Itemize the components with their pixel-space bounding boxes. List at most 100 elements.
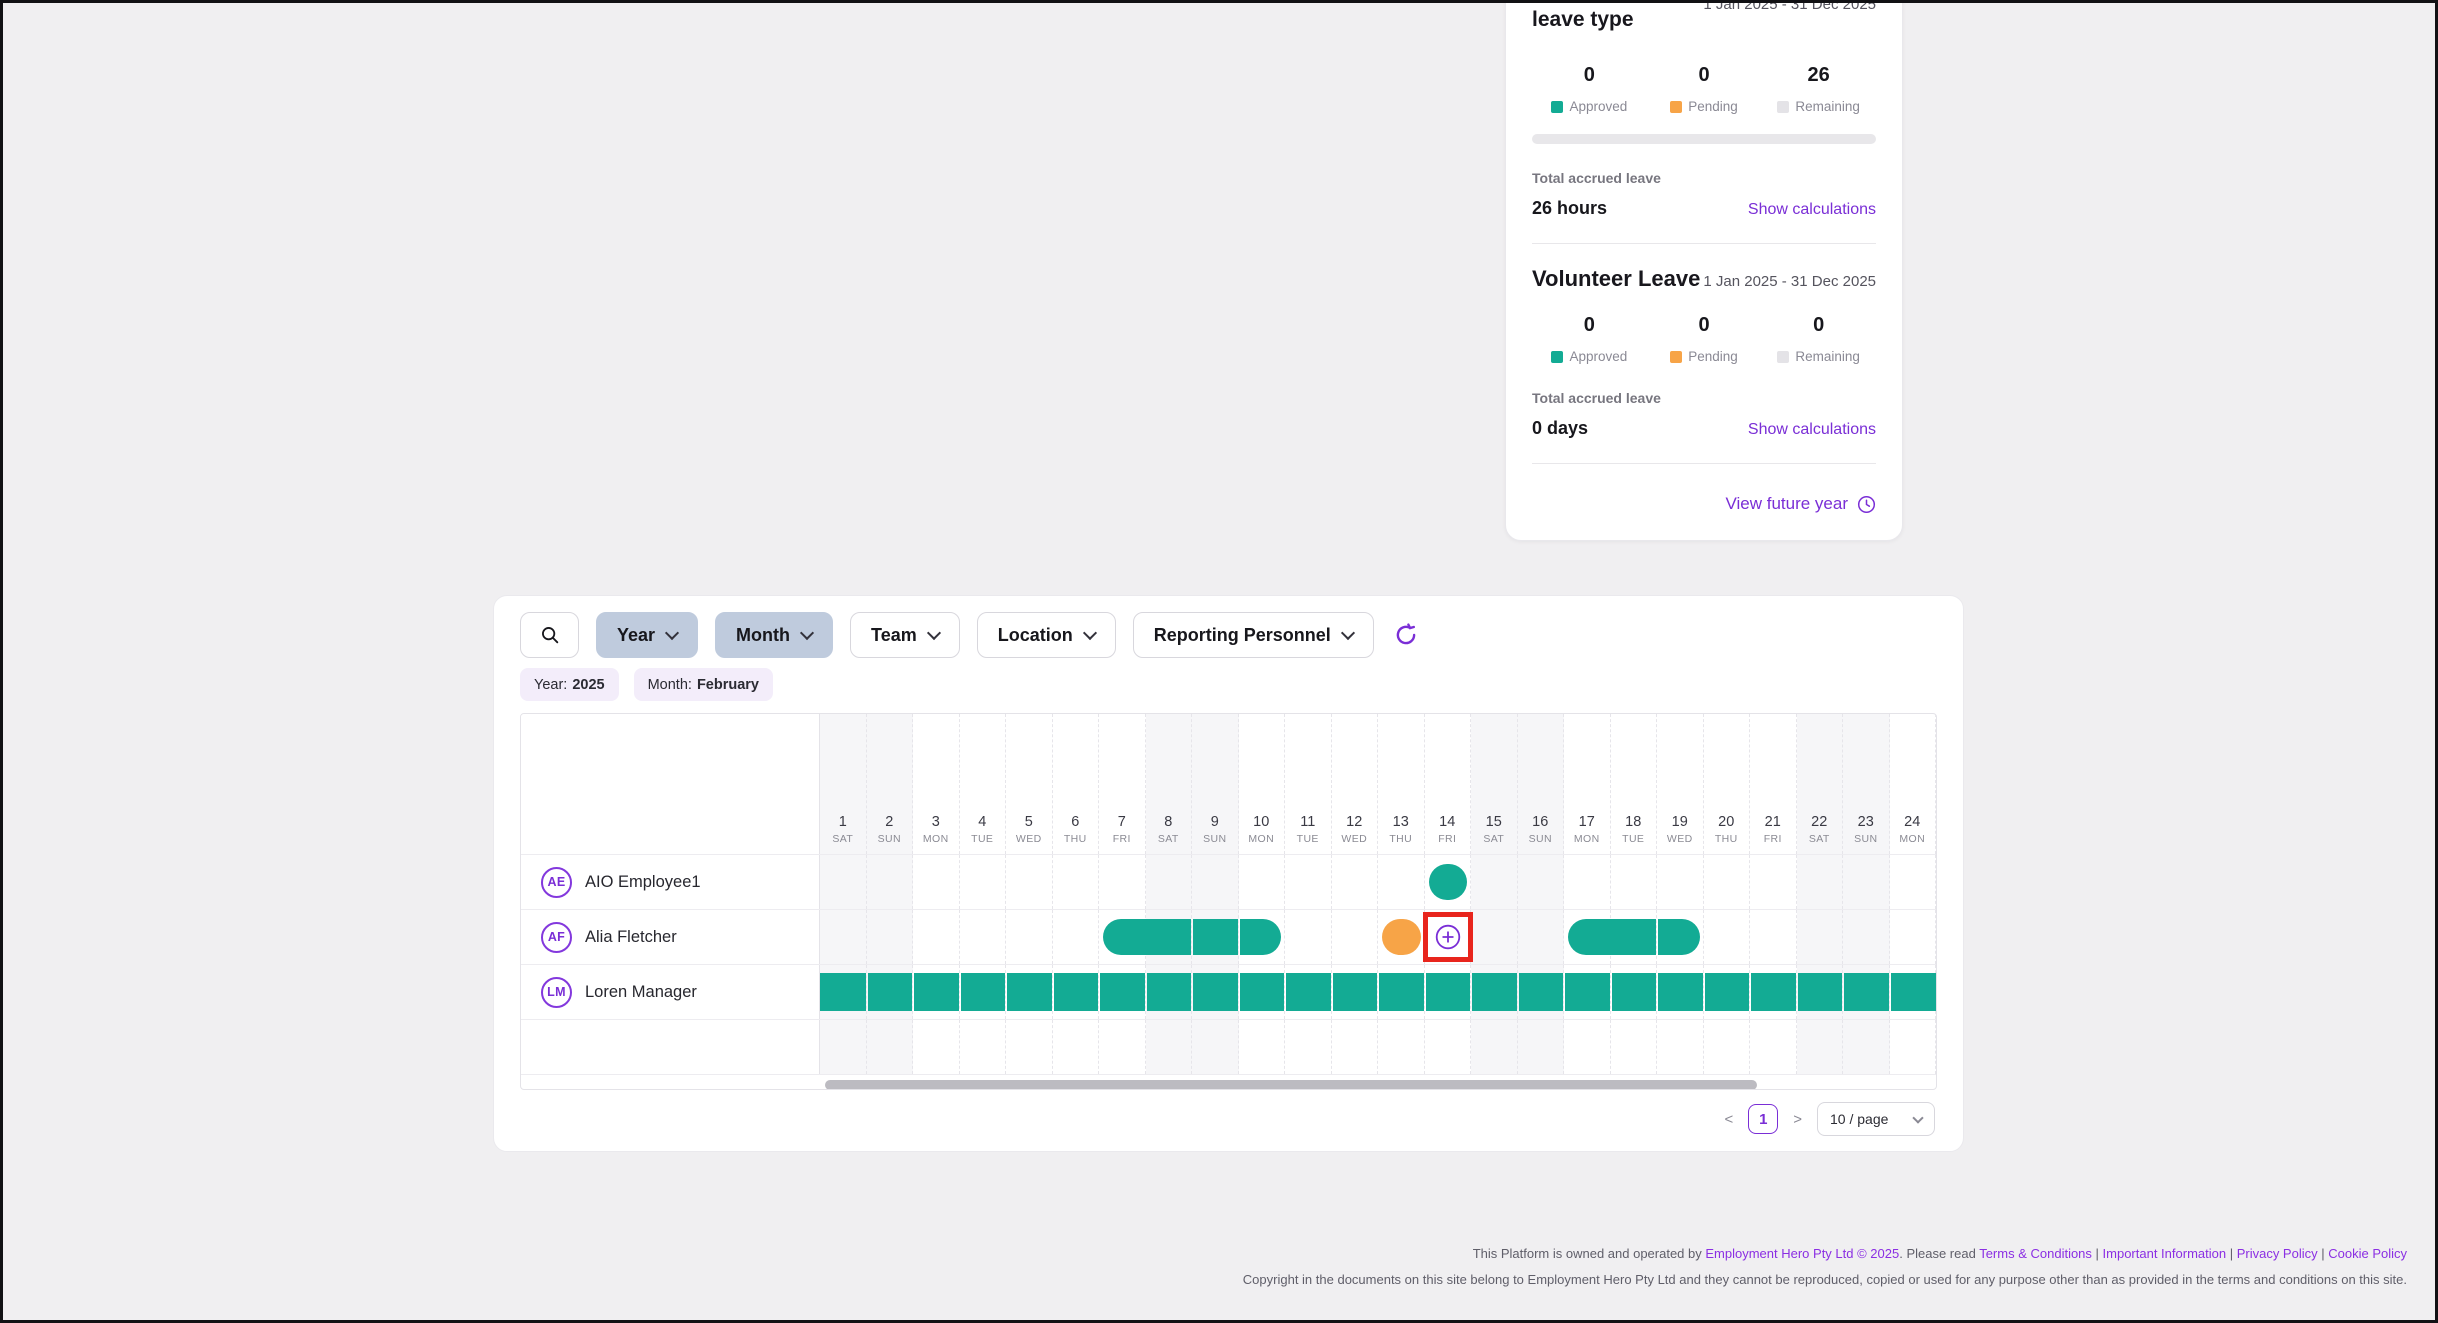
filter-buttons: Year Month Team Location Reporting Personnel [596, 612, 1374, 658]
chip-value: 2025 [572, 676, 605, 693]
employee-column-header [521, 714, 820, 854]
pending-count: 0 [1698, 64, 1710, 86]
day-header-8: 8 SAT [1145, 714, 1192, 854]
day-cell [1517, 855, 1564, 909]
leave-bar-approved[interactable] [1568, 919, 1656, 955]
day-cell [960, 910, 1006, 964]
day-cell [1239, 855, 1285, 909]
leave-bar-approved[interactable] [1658, 919, 1700, 955]
day-cell [1611, 855, 1657, 909]
footer-link[interactable]: Important Information [2102, 1246, 2227, 1261]
footer-text: This Platform is owned and operated by [1472, 1246, 1706, 1261]
view-future-year-link[interactable]: View future year [1532, 494, 1876, 514]
leave-bar-approved[interactable] [1611, 973, 1656, 1011]
filter-button-year[interactable]: Year [596, 612, 699, 658]
show-calculations-link[interactable]: Show calculations [1747, 201, 1876, 218]
leave-balance-card: leave type 1 Jan 2025 - 31 Dec 2025 0 Ap… [1505, 3, 1903, 541]
day-abbrev: THU [1063, 833, 1087, 845]
pending-count: 0 [1698, 314, 1710, 336]
day-header-7: 7 FRI [1099, 714, 1146, 854]
day-cell [1239, 910, 1285, 964]
leave-bar-pending[interactable] [1382, 919, 1421, 955]
day-abbrev: THU [1389, 833, 1413, 845]
filter-chip-year[interactable]: Year: 2025 [520, 668, 619, 701]
footer-link[interactable]: Employment Hero Pty Ltd © 2025 [1705, 1246, 1900, 1261]
leave-bar-approved[interactable] [1103, 919, 1191, 955]
leave-bar-approved[interactable] [1751, 973, 1796, 1011]
prev-page-button[interactable]: < [1724, 1110, 1734, 1128]
search-button[interactable] [520, 612, 579, 658]
volunteer-leave-period: 1 Jan 2025 - 31 Dec 2025 [1703, 273, 1876, 290]
day-header-9: 9 SUN [1192, 714, 1239, 854]
leave-bar-approved[interactable] [1239, 973, 1284, 1011]
leave-bar-approved[interactable] [820, 973, 866, 1011]
leave-bar-approved[interactable] [1146, 973, 1191, 1011]
day-cell [1425, 965, 1471, 1019]
day-cell [1890, 910, 1936, 964]
day-cell [1006, 1020, 1053, 1074]
leave-bar-approved[interactable] [1844, 973, 1889, 1011]
filter-button-month[interactable]: Month [715, 612, 834, 658]
leave-bar-approved[interactable] [1658, 973, 1703, 1011]
filter-chip-month[interactable]: Month: February [633, 668, 773, 701]
day-cell [960, 855, 1006, 909]
employee-row: AF Alia Fletcher [521, 909, 1936, 964]
day-cell [1192, 1020, 1239, 1074]
leave-bar-approved[interactable] [1472, 973, 1517, 1011]
leave-bar-approved[interactable] [914, 973, 959, 1011]
refresh-button[interactable] [1393, 622, 1419, 648]
leave-bar-approved[interactable] [960, 973, 1005, 1011]
leave-bar-approved[interactable] [1379, 973, 1424, 1011]
filter-button-reporting-personnel[interactable]: Reporting Personnel [1132, 612, 1374, 658]
accrued-label: Total accrued leave [1532, 390, 1661, 406]
current-page-button[interactable]: 1 [1748, 1104, 1779, 1134]
remaining-stat: 0 Remaining [1761, 314, 1876, 364]
chevron-down-icon [1340, 625, 1355, 641]
footer-link[interactable]: Terms & Conditions [1979, 1246, 2092, 1261]
accrued-value: 26 hours [1532, 198, 1608, 218]
day-abbrev: WED [1015, 833, 1042, 845]
day-header-4: 4 TUE [960, 714, 1006, 854]
horizontal-scrollbar-thumb[interactable] [825, 1080, 1758, 1089]
leave-bar-approved[interactable] [1239, 919, 1281, 955]
day-abbrev: MON [1573, 833, 1600, 845]
day-abbrev: SUN [1203, 833, 1227, 845]
leave-bar-approved[interactable] [1565, 973, 1610, 1011]
day-cell [1657, 855, 1704, 909]
show-calculations-link[interactable]: Show calculations [1747, 421, 1876, 438]
filter-button-location[interactable]: Location [976, 612, 1116, 658]
leave-bar-approved[interactable] [1890, 973, 1936, 1011]
day-cell [820, 1020, 867, 1074]
day-cell [1750, 910, 1797, 964]
leave-bar-approved[interactable] [1193, 919, 1238, 955]
leave-bar-approved[interactable] [1100, 973, 1145, 1011]
leave-bar-approved[interactable] [1428, 864, 1467, 900]
day-headers: 1 SAT 2 SUN 3 MON 4 TUE 5 WED 6 THU 7 FRI 8 SAT 9 SUN 10 MO… [820, 714, 1936, 854]
leave-bar-approved[interactable] [1007, 973, 1052, 1011]
next-page-button[interactable]: > [1793, 1110, 1802, 1128]
footer-line1: This Platform is owned and operated by E… [1243, 1241, 2407, 1267]
leave-bar-approved[interactable] [1425, 973, 1470, 1011]
leave-bar-approved[interactable] [1518, 973, 1563, 1011]
leave-bar-approved[interactable] [1053, 973, 1098, 1011]
leave-bar-approved[interactable] [1193, 973, 1238, 1011]
leave-bar-approved[interactable] [1332, 973, 1377, 1011]
page-size-select[interactable]: 10 / page [1817, 1102, 1935, 1136]
day-cell [1564, 965, 1611, 1019]
row-days [820, 855, 1936, 909]
leave-type-title: leave type [1532, 8, 1634, 31]
footer-link[interactable]: Cookie Policy [2328, 1246, 2407, 1261]
leave-bar-approved[interactable] [1797, 973, 1842, 1011]
leave-bar-approved[interactable] [867, 973, 912, 1011]
leave-bar-approved[interactable] [1286, 973, 1331, 1011]
day-cell [1378, 965, 1425, 1019]
footer-link[interactable]: Privacy Policy [2236, 1246, 2318, 1261]
day-cell [866, 910, 913, 964]
row-days [820, 910, 1936, 964]
day-number: 23 [1857, 814, 1874, 830]
filter-button-team[interactable]: Team [850, 612, 960, 658]
day-number: 8 [1164, 814, 1173, 830]
leave-bar-approved[interactable] [1704, 973, 1749, 1011]
add-leave-button[interactable] [1435, 924, 1461, 950]
day-abbrev: TUE [1296, 833, 1319, 845]
